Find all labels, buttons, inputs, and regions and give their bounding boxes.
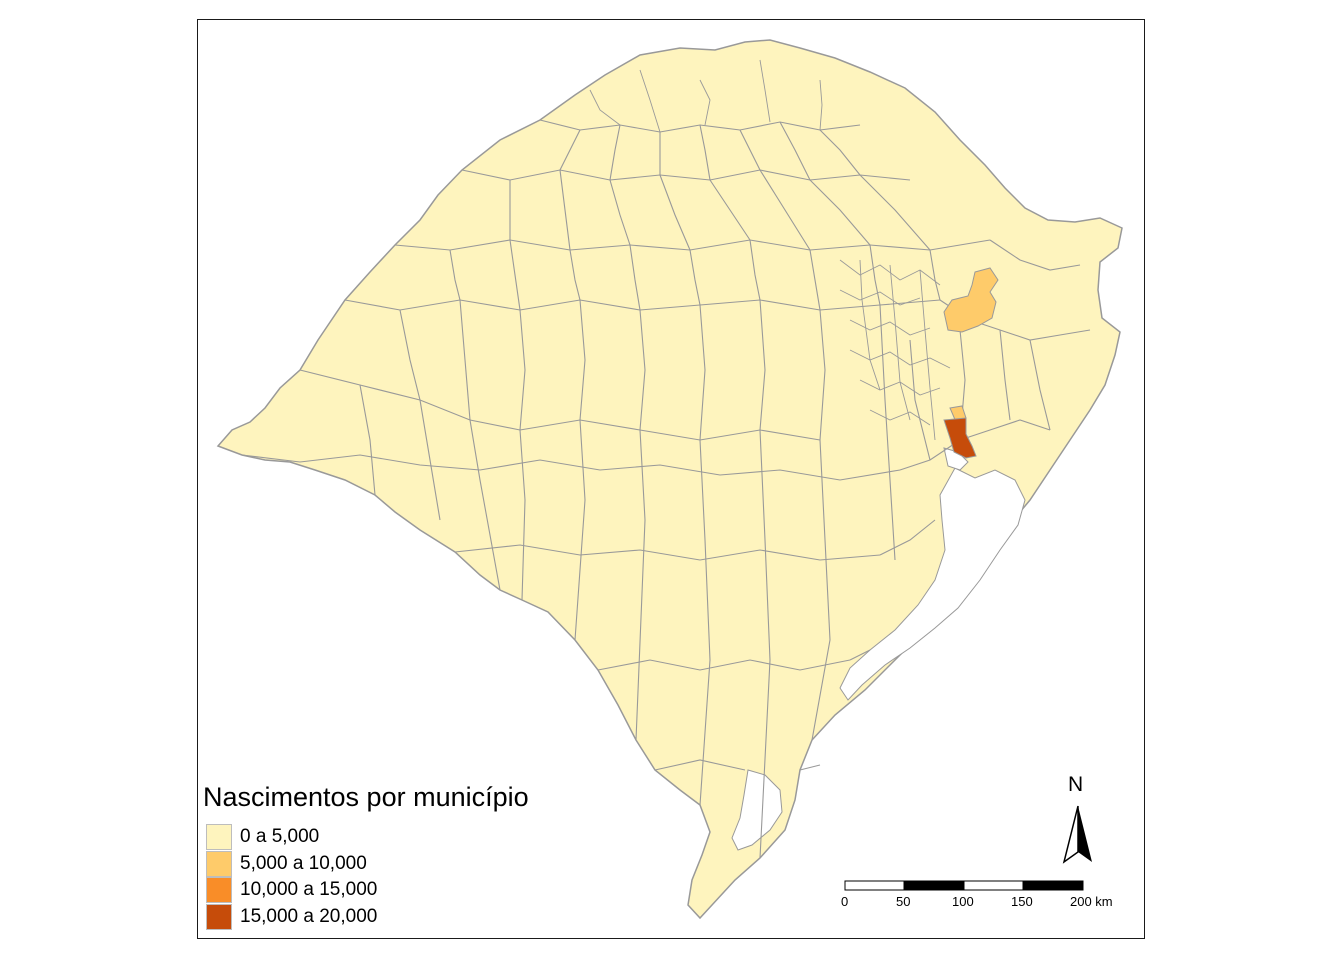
municipality-porto-alegre xyxy=(943,417,977,459)
north-label: N xyxy=(1068,773,1084,796)
scale-tick: 100 xyxy=(952,894,974,909)
municipality-caxias-do-sul xyxy=(943,267,999,333)
north-arrow-icon xyxy=(1062,805,1092,864)
map-frame xyxy=(197,19,1145,939)
legend-swatch xyxy=(206,877,232,904)
scale-tick: 0 xyxy=(841,894,849,909)
legend-title: Nascimentos por município xyxy=(203,782,529,812)
legend-swatch xyxy=(206,850,232,877)
scale-tick: 50 xyxy=(896,894,911,909)
legend-label: 5,000 a 10,000 xyxy=(240,852,367,874)
legend: Nascimentos por município 0 a 5,000 5,00… xyxy=(203,782,529,930)
lagoa-mirim xyxy=(731,769,783,851)
scale-tick: 200 km xyxy=(1070,894,1113,909)
legend-label: 0 a 5,000 xyxy=(240,826,320,848)
legend-label: 15,000 a 20,000 xyxy=(240,905,378,927)
legend-rows: 0 a 5,000 5,000 a 10,000 10,000 a 15,000… xyxy=(203,824,529,930)
state-outline xyxy=(216,39,1123,920)
lagoa-dos-patos xyxy=(839,467,1026,701)
legend-item: 0 a 5,000 xyxy=(203,824,529,851)
legend-item: 5,000 a 10,000 xyxy=(203,850,529,878)
dense-boundaries xyxy=(589,59,951,441)
legend-swatch xyxy=(206,824,232,851)
municipal-boundaries xyxy=(241,119,1091,859)
scale-bar-graphic xyxy=(844,880,1084,891)
legend-item: 10,000 a 15,000 xyxy=(203,877,529,904)
legend-item: 15,000 a 20,000 xyxy=(203,903,529,931)
legend-swatch xyxy=(206,903,232,930)
scale-tick: 150 xyxy=(1011,894,1033,909)
legend-label: 10,000 a 15,000 xyxy=(240,879,378,901)
